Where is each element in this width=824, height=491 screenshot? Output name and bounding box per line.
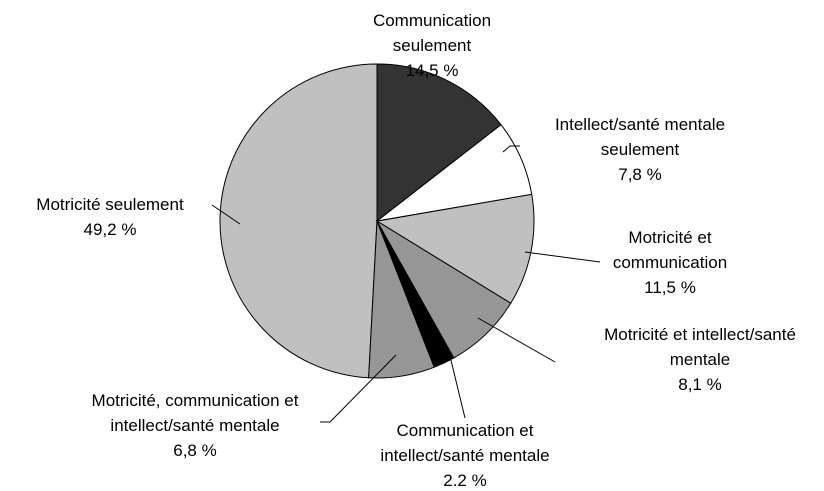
leader-line xyxy=(447,347,466,419)
leader-line xyxy=(502,145,520,153)
category-label: Communication seulement xyxy=(372,11,492,55)
slice-label: Intellect/santé mentale seulement 7,8 % xyxy=(540,112,740,187)
slice-label: Motricité seulement 49,2 % xyxy=(0,192,220,242)
leader-line xyxy=(524,251,601,263)
leader-line xyxy=(320,354,397,423)
category-label: Motricité et communication xyxy=(612,228,728,272)
value-label: 14,5 % xyxy=(405,61,459,80)
pie-slice xyxy=(376,63,502,223)
slice-label: Motricité, communication et intellect/sa… xyxy=(83,388,308,463)
pie-slice xyxy=(219,63,378,379)
value-label: 2.2 % xyxy=(443,471,487,490)
value-label: 6,8 % xyxy=(173,441,217,460)
value-label: 7,8 % xyxy=(618,165,662,184)
slice-label: Communication seulement 14,5 % xyxy=(347,8,517,83)
slice-label: Motricité et intellect/santé mentale 8,1 … xyxy=(575,322,824,397)
category-label: Motricité et intellect/santé mentale xyxy=(604,325,796,369)
pie-slice xyxy=(375,193,535,304)
value-label: 8,1 % xyxy=(678,375,722,394)
slice-label: Motricité et communication 11,5 % xyxy=(600,225,740,300)
leader-line xyxy=(477,317,556,363)
leader-lines xyxy=(211,145,601,423)
category-label: Motricité, communication et intellect/sa… xyxy=(91,391,299,435)
category-label: Communication et intellect/santé mentale xyxy=(380,421,550,465)
leader-line xyxy=(211,204,241,225)
value-label: 11,5 % xyxy=(644,278,696,297)
slice-label: Communication et intellect/santé mentale… xyxy=(365,418,565,491)
category-label: Motricité seulement xyxy=(36,195,184,214)
value-label: 49,2 % xyxy=(83,220,137,239)
category-label: Intellect/santé mentale seulement xyxy=(554,115,726,159)
